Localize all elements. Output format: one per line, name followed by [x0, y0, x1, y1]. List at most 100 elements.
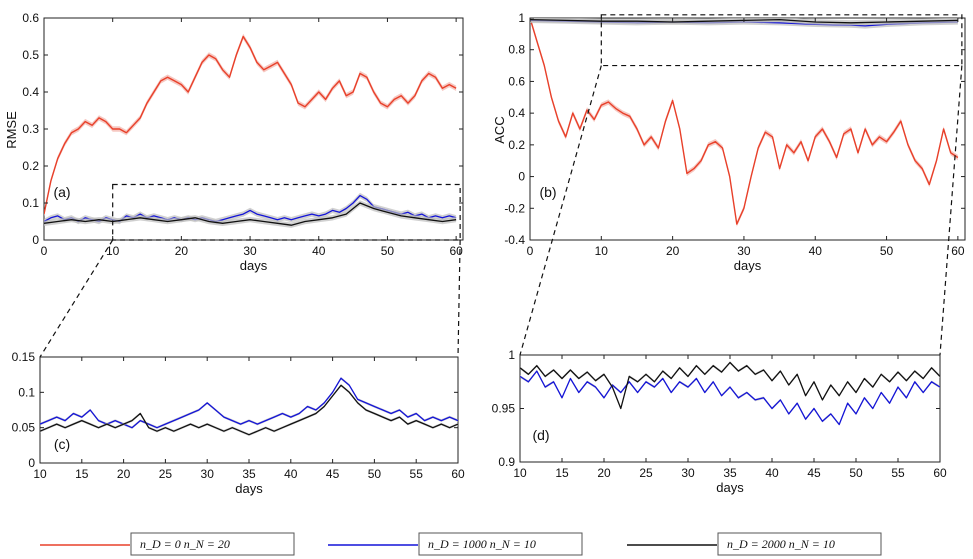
x-tick-label: 10 [106, 244, 120, 258]
y-tick-label: 0.9 [498, 455, 515, 469]
y-tick-label: 1 [508, 348, 515, 362]
x-tick-label: 45 [807, 466, 821, 480]
zoom-connector-right [457, 239, 461, 358]
x-tick-label: 35 [242, 467, 256, 481]
zoom-connector-right [939, 65, 963, 356]
zoom-box [600, 14, 963, 67]
x-tick-label: 0 [41, 244, 48, 258]
x-tick-label: 40 [312, 244, 326, 258]
legend-box [130, 532, 295, 556]
y-tick-label: 0.05 [12, 421, 36, 435]
y-tick-label: 0.5 [22, 48, 39, 62]
plot-area [40, 376, 458, 436]
panel-label: (c) [54, 436, 70, 452]
x-tick-label: 10 [33, 467, 47, 481]
legend-label: n_D = 2000 n_N = 10 [727, 537, 835, 551]
x-tick-label: 30 [681, 466, 695, 480]
y-tick-label: 1 [518, 11, 525, 25]
series-1-line [520, 361, 940, 410]
x-tick-label: 40 [809, 244, 823, 258]
x-axis-label: days [235, 481, 263, 496]
x-axis-label: days [716, 480, 744, 495]
series-0-line [530, 18, 959, 225]
x-tick-label: 15 [555, 466, 569, 480]
y-tick-label: 0.1 [18, 385, 35, 399]
zoom-indicator-b [519, 14, 963, 356]
y-tick-label: 0 [28, 456, 35, 470]
x-tick-label: 25 [159, 467, 173, 481]
legend-label: n_D = 0 n_N = 20 [140, 537, 230, 551]
x-tick-label: 60 [449, 244, 463, 258]
x-tick-label: 45 [326, 467, 340, 481]
legend: n_D = 0 n_N = 20 n_D = 1000 n_N = 10 n_D =… [40, 532, 882, 556]
x-tick-label: 10 [595, 244, 609, 258]
x-tick-label: 30 [243, 244, 257, 258]
series-1-line [40, 384, 458, 436]
plot-frame [39, 356, 459, 464]
x-tick-label: 60 [951, 244, 965, 258]
y-tick-label: 0.3 [22, 122, 39, 136]
panel-label: (a) [53, 184, 70, 200]
x-tick-label: 50 [381, 244, 395, 258]
y-tick-label: 0.2 [22, 159, 39, 173]
zoom-box [112, 183, 461, 241]
y-tick-label: 0 [518, 170, 525, 184]
zoom-connector-left [39, 239, 114, 358]
legend-box [418, 532, 583, 556]
y-tick-label: -0.4 [504, 233, 525, 247]
plot-frame [519, 354, 941, 463]
plot-area [520, 361, 940, 426]
y-axis-label: ACC [492, 116, 507, 143]
zoom-indicator-a [39, 183, 461, 358]
chart-panel-d: 10 15 20 25 30 35 40 45 50 55 60 0.9 0.95 1 days (d) [492, 348, 947, 495]
x-tick-label: 50 [880, 244, 894, 258]
legend-box [717, 532, 882, 556]
y-axis-label: RMSE [4, 111, 19, 149]
x-tick-label: 55 [891, 466, 905, 480]
y-tick-label: 0.8 [508, 43, 525, 57]
series-0-line [44, 35, 457, 215]
series-2-band [44, 200, 457, 228]
chart-panel-a: 0 10 20 30 40 50 60 0 0.1 0.2 0.3 0.4 0.5 0.6 days RMSE… [4, 11, 464, 273]
plot-frame [43, 17, 464, 241]
x-tick-label: 20 [175, 244, 189, 258]
y-tick-label: 0.15 [12, 350, 36, 364]
x-tick-label: 60 [933, 466, 947, 480]
y-tick-label: 0.6 [508, 74, 525, 88]
x-tick-label: 30 [737, 244, 751, 258]
legend-item: n_D = 1000 n_N = 10 [328, 532, 583, 556]
panel-label: (d) [532, 427, 549, 443]
x-tick-label: 50 [849, 466, 863, 480]
x-tick-label: 20 [117, 467, 131, 481]
plot-area [44, 33, 457, 228]
series-0-line [40, 377, 458, 429]
x-tick-label: 35 [723, 466, 737, 480]
x-axis-label: days [240, 258, 268, 273]
x-tick-label: 55 [410, 467, 424, 481]
x-tick-label: 10 [513, 466, 527, 480]
y-tick-label: -0.2 [504, 201, 525, 215]
panel-label: (b) [539, 184, 556, 200]
x-tick-label: 60 [451, 467, 465, 481]
legend-label: n_D = 1000 n_N = 10 [428, 537, 536, 551]
legend-item: n_D = 0 n_N = 20 [40, 532, 295, 556]
series-0-line [520, 370, 940, 426]
x-tick-label: 15 [75, 467, 89, 481]
y-tick-label: 0.4 [22, 85, 39, 99]
chart-panel-b: 0 10 20 30 40 50 60 -0.4 -0.2 0 0.2 0.4 0.6 0.8 1 days A… [492, 11, 966, 273]
x-tick-label: 50 [368, 467, 382, 481]
x-tick-label: 25 [639, 466, 653, 480]
y-tick-label: 0 [32, 233, 39, 247]
chart-panel-c: 10 15 20 25 30 35 40 45 50 55 60 0 0.05 0.1 0.15 days (c… [12, 350, 465, 496]
y-tick-label: 0.4 [508, 106, 525, 120]
x-tick-label: 40 [284, 467, 298, 481]
y-tick-label: 0.6 [22, 11, 39, 25]
x-tick-label: 0 [527, 244, 534, 258]
y-tick-label: 0.1 [22, 196, 39, 210]
legend-item: n_D = 2000 n_N = 10 [627, 532, 882, 556]
x-tick-label: 30 [201, 467, 215, 481]
x-axis-label: days [734, 258, 762, 273]
x-tick-label: 40 [765, 466, 779, 480]
x-tick-label: 20 [597, 466, 611, 480]
